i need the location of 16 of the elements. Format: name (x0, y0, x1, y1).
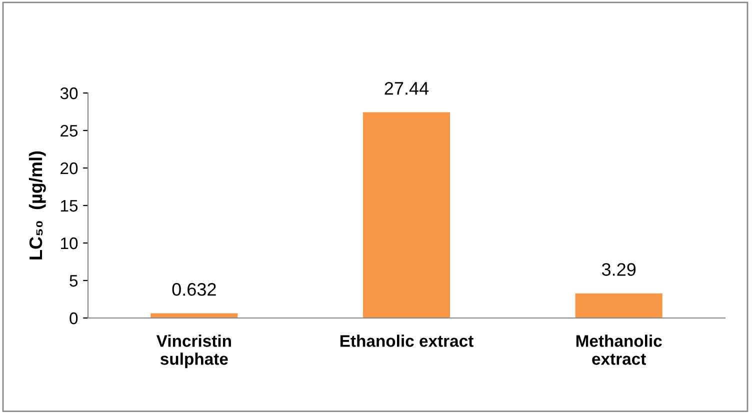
y-tick-label: 0 (70, 312, 78, 324)
x-tick-label: Vincristin sulphate (156, 334, 231, 368)
y-tick-label: 20 (60, 162, 78, 174)
x-tick-label: Methanolic extract (576, 334, 662, 365)
data-label: 3.29 (602, 263, 636, 276)
y-tick-label: 10 (61, 237, 78, 250)
y-tick-label: 25 (60, 124, 78, 137)
y-tick-label: 5 (70, 275, 78, 287)
x-tick-label: Ethanolic extract (340, 334, 474, 347)
bar (362, 112, 450, 318)
bar (575, 293, 662, 318)
y-tick-label: 30 (60, 87, 78, 100)
y-tick-label: 15 (61, 200, 78, 212)
data-label: 27.44 (384, 82, 429, 95)
y-axis-title: LC₅₀ (µg/ml) (28, 151, 46, 260)
data-label: 0.632 (172, 283, 216, 296)
